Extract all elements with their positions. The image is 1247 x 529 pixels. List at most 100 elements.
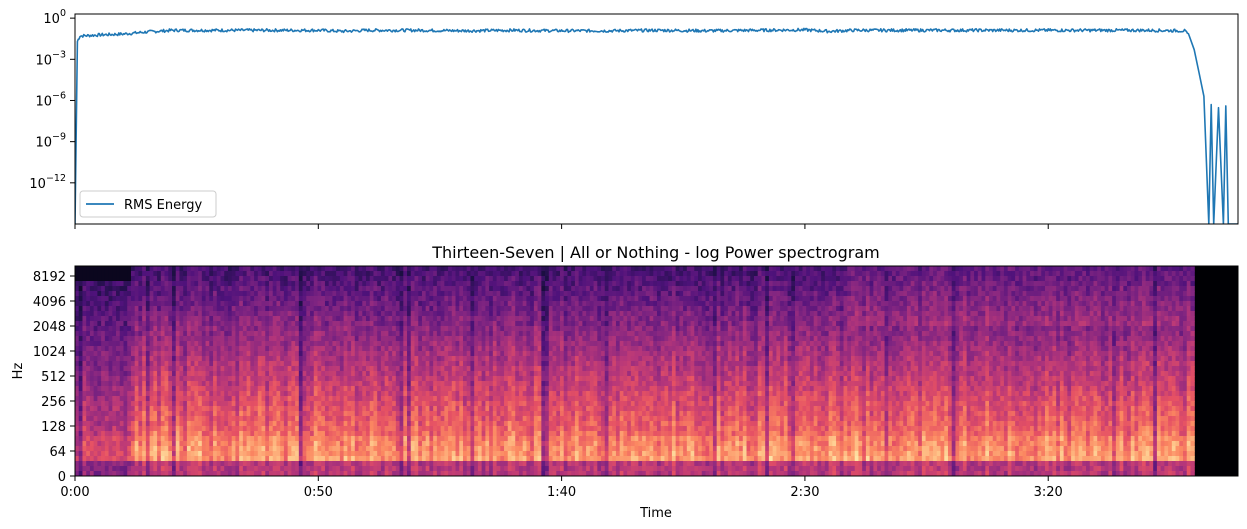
spectrogram-cell [869,311,874,317]
spectrogram-cell [522,336,528,342]
spectrogram-cell [101,306,106,312]
spectrogram-cell [1153,276,1158,282]
spectrogram-cell [746,341,751,347]
spectrogram-cell [746,301,751,307]
spectrogram-cell [1160,271,1165,277]
spectrogram-cell [574,271,580,277]
spectrogram-cell [989,266,994,272]
spectrogram-cell [533,311,539,317]
spectrogram-cell [354,326,360,332]
spectrogram-cell [306,266,311,272]
spectrogram-cell [724,306,729,312]
spectrogram-cell [619,311,625,317]
spectrogram-cell [671,346,677,352]
spectrogram-cell [601,306,606,312]
spectrogram-cell [351,321,356,327]
spectrogram-cell [865,341,871,347]
spectrogram-cell [444,341,449,347]
spectrogram-cell [145,276,151,282]
spectrogram-cell [627,331,632,337]
spectrogram-cell [414,341,419,347]
spectrogram-cell [239,326,244,332]
spectrogram-cell [996,276,1001,282]
spectrogram-cell [97,311,102,317]
spectrogram-cell [116,296,121,302]
spectrogram-cell [619,281,625,287]
spectrogram-cell [586,331,591,337]
spectrogram-cell [563,291,569,297]
spectrogram-cell [1190,276,1195,282]
spectrogram-cell [153,316,158,322]
spectrogram-cell [574,341,580,347]
spectrogram-cell [865,311,871,317]
spectrogram-cell [903,336,908,342]
spectrogram-cell [951,271,957,277]
spectrogram-cell [1082,341,1087,347]
spectrogram-cell [776,281,781,287]
spectrogram-cell [220,301,225,307]
spectrogram-cell [448,316,453,322]
spectrogram-cell [168,296,173,302]
spectrogram-cell [739,291,744,297]
spectrogram-cell [485,331,490,337]
spectrogram-cell [619,306,625,312]
spectrogram-cell [821,326,826,332]
spectrogram-cell [615,281,621,287]
spectrogram-cell [821,291,826,297]
spectrogram-cell [906,271,912,277]
spectrogram-cell [1022,281,1027,287]
spectrogram-cell [82,316,87,322]
spectrogram-cell [492,306,498,312]
spectrogram-cell [791,316,796,322]
spectrogram-cell [847,316,852,322]
spectrogram-cell [298,301,304,307]
spectrogram-cell [82,266,87,272]
spectrogram-cell [407,311,412,317]
spectrogram-cell [541,301,546,307]
spectrogram-cell [571,296,576,302]
spectrogram-cell [739,326,744,332]
spectrogram-cell [903,301,908,307]
spectrogram-cell [78,286,84,292]
spectrogram-cell [183,321,188,327]
spectrogram-cell [903,291,908,297]
spectrogram-cell [530,306,535,312]
spectrogram-cell [981,296,986,302]
spectrogram-cell [571,291,576,297]
spectrogram-cell [817,281,822,287]
spectrogram-cell [903,266,908,272]
spectrogram-cell [660,326,666,332]
spectrogram-cell [1037,336,1042,342]
spectrogram-cell [593,276,598,282]
spectrogram-cell [567,281,572,287]
spectrogram-cell [1071,276,1076,282]
spectrogram-cell [892,301,897,307]
spectrogram-cell [1078,336,1083,342]
spectrogram-cell [586,326,591,332]
spectrogram-cell [623,321,628,327]
spectrogram-cell [317,276,322,282]
spectrogram-cell [698,266,703,272]
spectrogram-cell [328,326,334,332]
spectrogram-cell [1108,316,1113,322]
spectrogram-cell [1056,311,1061,317]
spectrogram-cell [138,306,143,312]
spectrogram-cell [119,341,125,347]
spectrogram-cell [567,311,572,317]
spectrogram-cell [1097,336,1102,342]
spectrogram-cell [959,281,964,287]
spectrogram-cell [421,266,427,272]
spectrogram-cell [1123,286,1128,292]
spectrogram-cell [947,321,953,327]
spectrogram-cell [231,296,237,302]
spectrogram-cell [716,336,722,342]
spectrogram-cell [582,286,587,292]
spectrogram-cell [951,296,957,302]
spectrogram-cell [776,341,781,347]
spectrogram-cell [623,276,628,282]
spectrogram-cell [593,321,598,327]
spectrogram-cell [735,341,740,347]
spectrogram-cell [1044,321,1050,327]
spectrogram-cell [836,296,841,302]
spectrogram-cell [399,306,404,312]
